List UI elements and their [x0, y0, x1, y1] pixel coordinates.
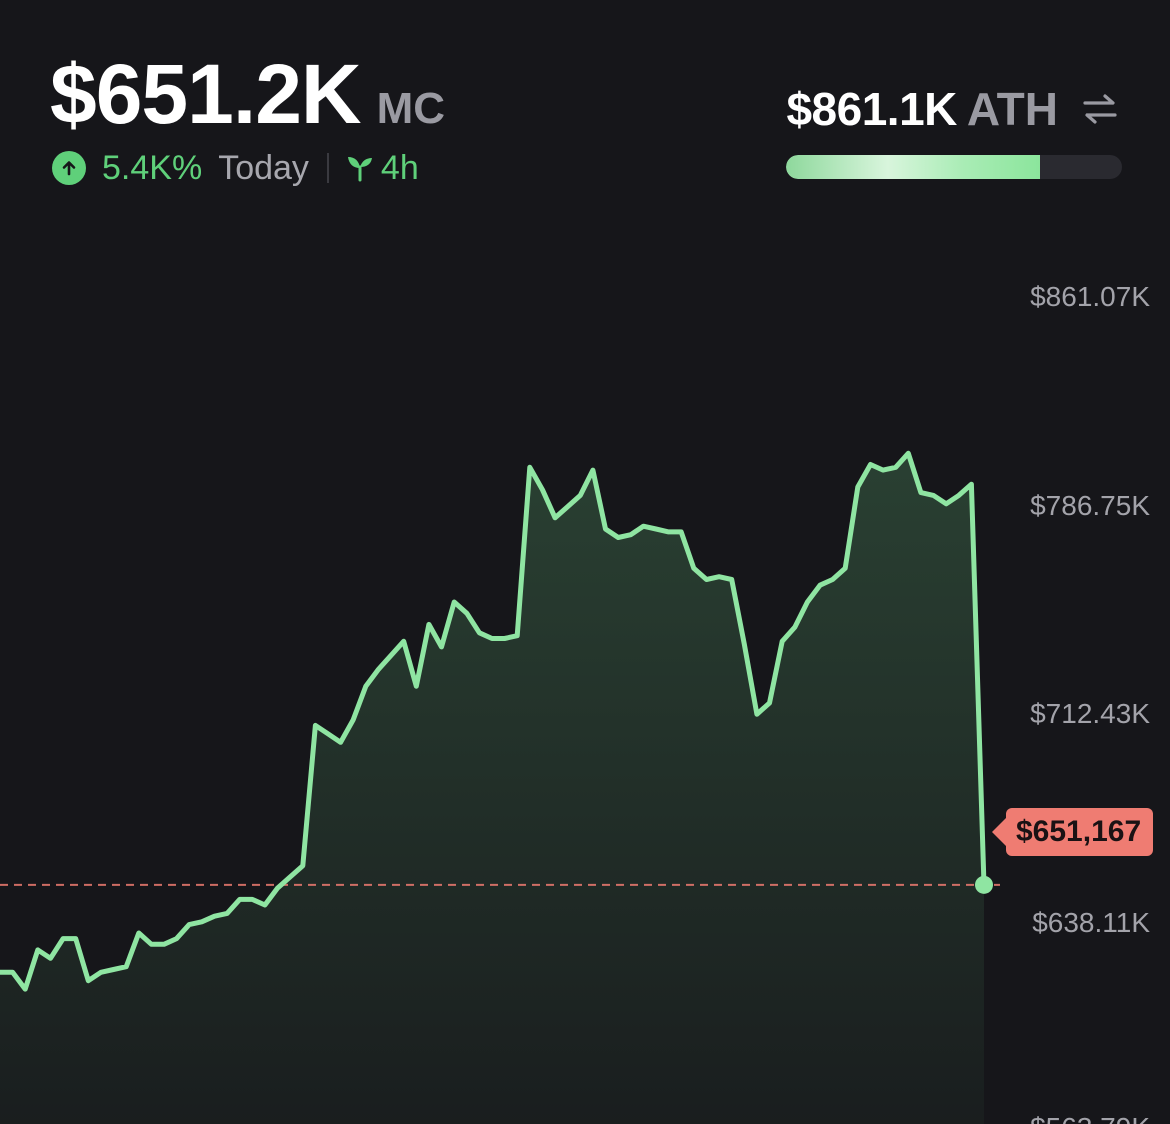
ath-label: ATH — [966, 83, 1058, 135]
ath-progress-bar — [786, 155, 1122, 179]
change-row: 5.4K% Today 4h — [52, 148, 419, 188]
sprout-icon — [347, 154, 373, 182]
change-period: Today — [218, 148, 309, 187]
arrow-up-circle-icon — [52, 151, 86, 185]
market-cap-suffix: MC — [376, 84, 446, 133]
ath-progress-fill — [786, 155, 1041, 179]
y-tick-label: $638.11K — [1032, 907, 1150, 938]
ath-value: $861.1K — [786, 83, 957, 135]
token-age: 4h — [380, 148, 419, 187]
ath-row: $861.1K ATH — [786, 82, 1122, 136]
swap-arrows-icon — [1083, 94, 1117, 124]
current-price-dot — [975, 875, 993, 894]
price-line — [0, 450, 987, 992]
swap-button[interactable] — [1078, 87, 1122, 131]
y-tick-label: $861.07K — [1030, 281, 1150, 312]
market-cap-row: $651.2K MC — [50, 52, 445, 136]
y-tick-label: $563.79K — [1030, 1112, 1150, 1124]
price-area — [0, 453, 984, 1124]
y-tick-label: $786.75K — [1030, 490, 1150, 521]
current-price-tag: $651,167 — [991, 808, 1154, 856]
market-cap-value: $651.2K — [50, 47, 362, 141]
y-tick-label: $712.43K — [1030, 698, 1150, 729]
change-percent: 5.4K% — [102, 148, 203, 187]
divider — [326, 153, 329, 183]
